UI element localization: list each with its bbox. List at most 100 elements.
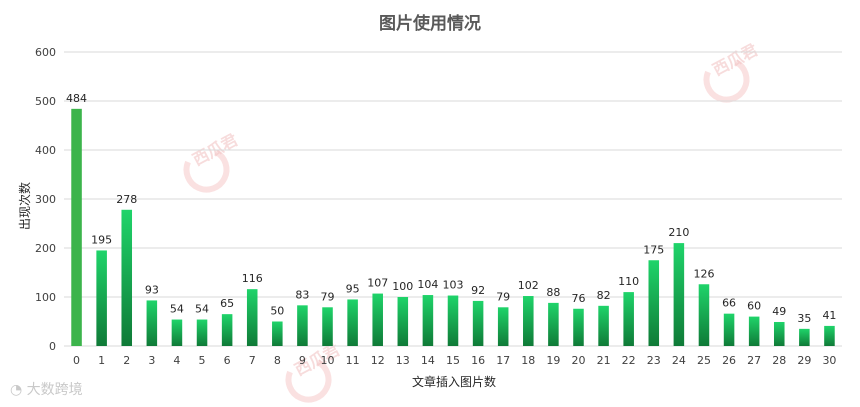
x-tick-label: 8	[274, 354, 281, 367]
bar-0	[71, 108, 82, 346]
x-tick-label: 6	[224, 354, 231, 367]
x-tick-label: 2	[123, 354, 130, 367]
bar-18	[523, 296, 534, 346]
watermark-1: 西瓜君	[183, 130, 241, 193]
data-label: 278	[116, 193, 137, 206]
bar-17	[497, 307, 509, 346]
x-tick-label: 17	[496, 354, 510, 367]
bar-2	[121, 209, 133, 346]
data-labels: 484 195 278 93 54 54 65 116 50 83 79 95 107 100 104 103…	[66, 92, 836, 325]
bar-10	[322, 307, 333, 346]
x-tick-label: 4	[173, 354, 180, 367]
x-tick-label: 18	[521, 354, 535, 367]
watermark-text: 西瓜君	[709, 40, 760, 79]
data-label: 107	[367, 277, 388, 290]
y-tick-label: 500	[35, 95, 56, 108]
data-label: 41	[822, 309, 836, 322]
bar-25	[698, 284, 710, 346]
x-tick-label: 26	[722, 354, 736, 367]
x-tick-label: 13	[396, 354, 410, 367]
bar-23	[648, 260, 660, 346]
x-tick-label: 20	[571, 354, 585, 367]
y-tick-label: 100	[35, 291, 56, 304]
data-label: 104	[417, 278, 438, 291]
x-tick-label: 7	[249, 354, 256, 367]
bar-15	[447, 295, 459, 346]
data-label: 93	[145, 283, 159, 296]
bar-9	[297, 305, 308, 346]
data-label: 50	[270, 305, 284, 318]
data-label: 95	[346, 282, 360, 295]
data-label: 60	[747, 300, 761, 313]
bar-8	[272, 321, 283, 346]
data-label: 65	[220, 297, 234, 310]
y-axis-ticks: 0 100 200 300 400 500 600	[35, 46, 56, 353]
logo-icon: ◔	[10, 382, 23, 398]
x-tick-label: 9	[299, 354, 306, 367]
data-label: 76	[571, 292, 585, 305]
chart-title: 图片使用情况	[379, 13, 481, 34]
bar-28	[773, 321, 785, 346]
bar-27	[748, 316, 760, 346]
footer-logo: ◔ 大数跨境	[10, 379, 83, 399]
x-tick-label: 21	[597, 354, 611, 367]
footer-logo-text: 大数跨境	[26, 382, 83, 398]
bar-29	[799, 328, 810, 346]
x-tick-label: 5	[199, 354, 206, 367]
x-tick-label: 12	[371, 354, 385, 367]
bar-20	[573, 308, 584, 346]
bar-14	[422, 295, 434, 346]
x-tick-label: 0	[73, 354, 80, 367]
data-label: 88	[546, 286, 560, 299]
data-label: 66	[722, 297, 736, 310]
x-tick-label: 15	[446, 354, 460, 367]
data-label: 92	[471, 284, 485, 297]
x-axis-label: 文章插入图片数	[412, 374, 496, 389]
bar-4	[171, 319, 183, 346]
y-tick-label: 200	[35, 242, 56, 255]
data-label: 82	[597, 289, 611, 302]
data-label: 110	[618, 275, 639, 288]
bar-3	[146, 300, 158, 346]
bar-26	[723, 313, 735, 346]
bar-12	[372, 293, 383, 346]
data-label: 195	[91, 233, 112, 246]
bar-11	[347, 299, 358, 346]
data-label: 484	[66, 92, 87, 105]
bar-13	[397, 297, 409, 346]
watermark-2: 西瓜君	[703, 40, 761, 103]
x-tick-label: 14	[421, 354, 435, 367]
bar-5	[196, 319, 208, 346]
data-label: 116	[242, 272, 263, 285]
data-label: 49	[772, 305, 786, 318]
x-tick-label: 25	[697, 354, 711, 367]
y-tick-label: 300	[35, 193, 56, 206]
bar-1	[96, 250, 107, 346]
data-label: 35	[797, 312, 811, 325]
bar-19	[548, 302, 559, 346]
x-tick-label: 11	[346, 354, 360, 367]
x-tick-label: 10	[321, 354, 335, 367]
y-tick-label: 0	[49, 340, 56, 353]
x-tick-label: 30	[822, 354, 836, 367]
y-tick-label: 600	[35, 46, 56, 59]
data-label: 54	[195, 303, 209, 316]
bar-30	[824, 325, 835, 346]
grid-lines	[64, 51, 842, 347]
data-label: 100	[392, 280, 413, 293]
data-label: 83	[295, 288, 309, 301]
bar-22	[623, 292, 634, 346]
x-tick-label: 23	[647, 354, 661, 367]
data-label: 210	[668, 226, 689, 239]
x-tick-label: 1	[98, 354, 105, 367]
x-axis-ticks: 0 1 2 3 4 5 6 7 8 9 10 11 12 13 14 15 16 17 18 19 20 21 22 23 24…	[73, 354, 836, 367]
x-tick-label: 29	[797, 354, 811, 367]
bar-16	[472, 300, 484, 346]
bar-21	[598, 305, 609, 346]
data-label: 126	[693, 267, 714, 280]
data-label: 175	[643, 243, 664, 256]
x-tick-label: 28	[772, 354, 786, 367]
x-tick-label: 16	[471, 354, 485, 367]
